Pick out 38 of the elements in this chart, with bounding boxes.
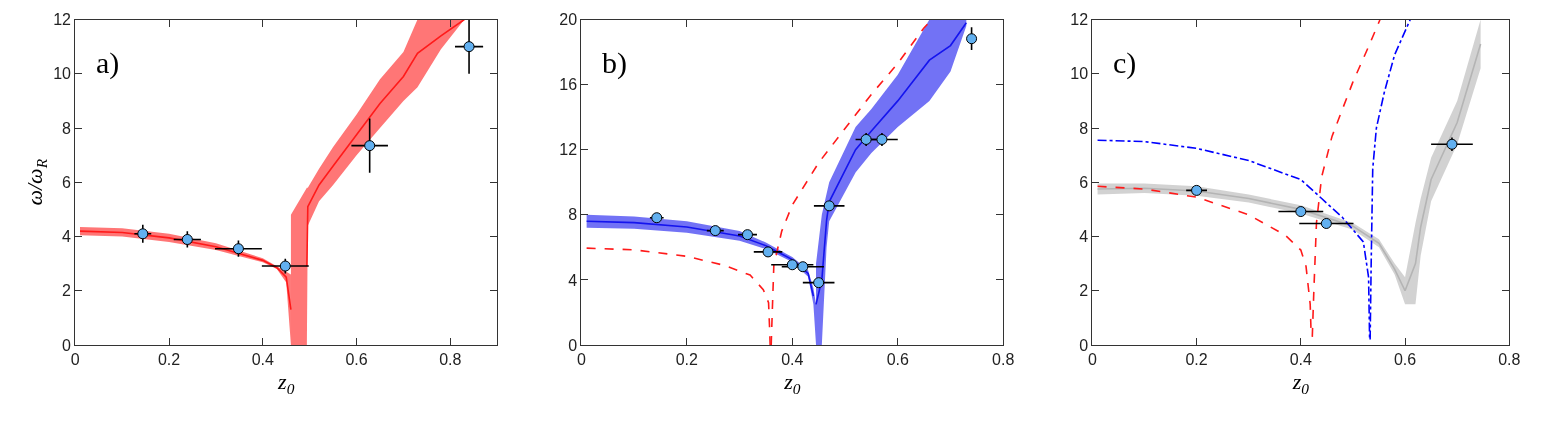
x-tick-label: 0.6 (1393, 351, 1417, 369)
y-tick-label: 16 (559, 76, 578, 94)
annotation: b) (602, 46, 627, 80)
y-tick-label: 4 (568, 271, 578, 289)
x-tick-label: 0.2 (157, 351, 181, 369)
x-tick-label: 0.8 (1498, 351, 1521, 369)
y-tick-label: 10 (53, 65, 72, 83)
x-axis-title: z$_{0}$ (277, 369, 295, 397)
y-tick-label: 0 (62, 336, 72, 354)
x-tick-label: 0.2 (1185, 351, 1208, 369)
y-tick-label: 12 (559, 141, 578, 159)
y-tick-label: 4 (1079, 228, 1089, 246)
x-tick-label: 0.4 (251, 351, 275, 369)
y-tick-label: 12 (53, 11, 72, 29)
y-tick-label: 2 (62, 282, 72, 300)
y-tick-label: 8 (62, 119, 72, 137)
y-tick-label: 2 (1079, 282, 1089, 300)
y-tick-label: 12 (1070, 11, 1089, 29)
x-tick-label: 0.4 (781, 351, 804, 369)
x-tick-label: 0.8 (992, 351, 1015, 369)
x-tick-label: 0.6 (886, 351, 909, 369)
y-tick-label: 10 (1070, 65, 1089, 83)
x-axis-title: z$_{0}$ (1291, 369, 1310, 397)
x-tick-label: 0.4 (1289, 351, 1313, 369)
x-tick-label: 0.6 (345, 351, 368, 369)
y-tick-label: 8 (1079, 119, 1089, 137)
annotation: c) (1113, 46, 1137, 80)
y-tick-label: 8 (568, 206, 578, 224)
x-tick-label: 0.2 (675, 351, 699, 369)
y-tick-label: 4 (62, 228, 72, 246)
y-tick-label: 0 (1079, 336, 1089, 354)
y-tick-label: 0 (568, 336, 578, 354)
x-tick-label: 0.8 (439, 351, 462, 369)
annotation: a) (96, 46, 120, 80)
y-tick-label: 6 (62, 173, 72, 191)
y-tick-label: 20 (559, 11, 578, 29)
x-axis-title: z$_{0}$ (783, 369, 801, 397)
y-tick-label: 6 (1079, 173, 1089, 191)
